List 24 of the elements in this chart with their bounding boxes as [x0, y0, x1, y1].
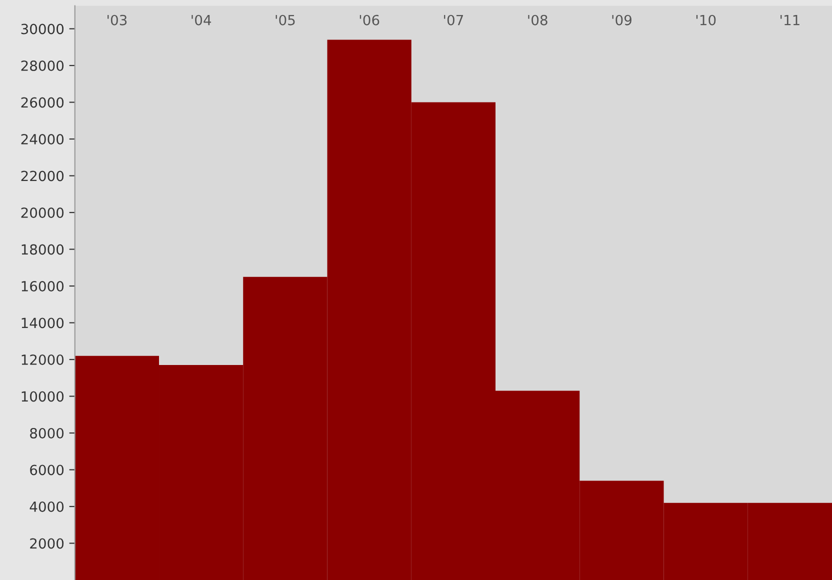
y-tick-label: 22000	[21, 170, 64, 182]
y-tick-label: 12000	[22, 354, 64, 365]
y-tick-label: 6000	[30, 464, 64, 476]
y-tick-label: 28000	[21, 60, 64, 71]
y-tick-label: 20000	[21, 207, 64, 218]
x-tick-label: '09	[612, 14, 632, 26]
y-tick-label: 8000	[30, 428, 64, 438]
x-tick-label: '07	[444, 14, 463, 26]
y-tick-label: 4000	[30, 501, 64, 512]
y-tick-label: 2000	[30, 538, 64, 549]
y-tick-label: 26000	[21, 97, 64, 108]
y-tick-label: 24000	[21, 134, 64, 144]
x-tick-label: '10	[696, 14, 716, 26]
y-tick-label: 10000	[22, 391, 64, 402]
x-tick-label: '11	[780, 15, 800, 26]
y-tick-label: 14000	[22, 318, 64, 328]
y-tick-label: 18000	[22, 244, 64, 255]
x-tick-label: '04	[192, 14, 212, 26]
x-tick-label: '03	[108, 14, 127, 26]
x-tick-label: '05	[276, 14, 295, 26]
y-tick-label: 16000	[22, 280, 64, 292]
x-tick-label: '06	[360, 14, 380, 26]
x-tick-label: '08	[528, 14, 548, 26]
y-tick-label: 30000	[21, 24, 64, 34]
